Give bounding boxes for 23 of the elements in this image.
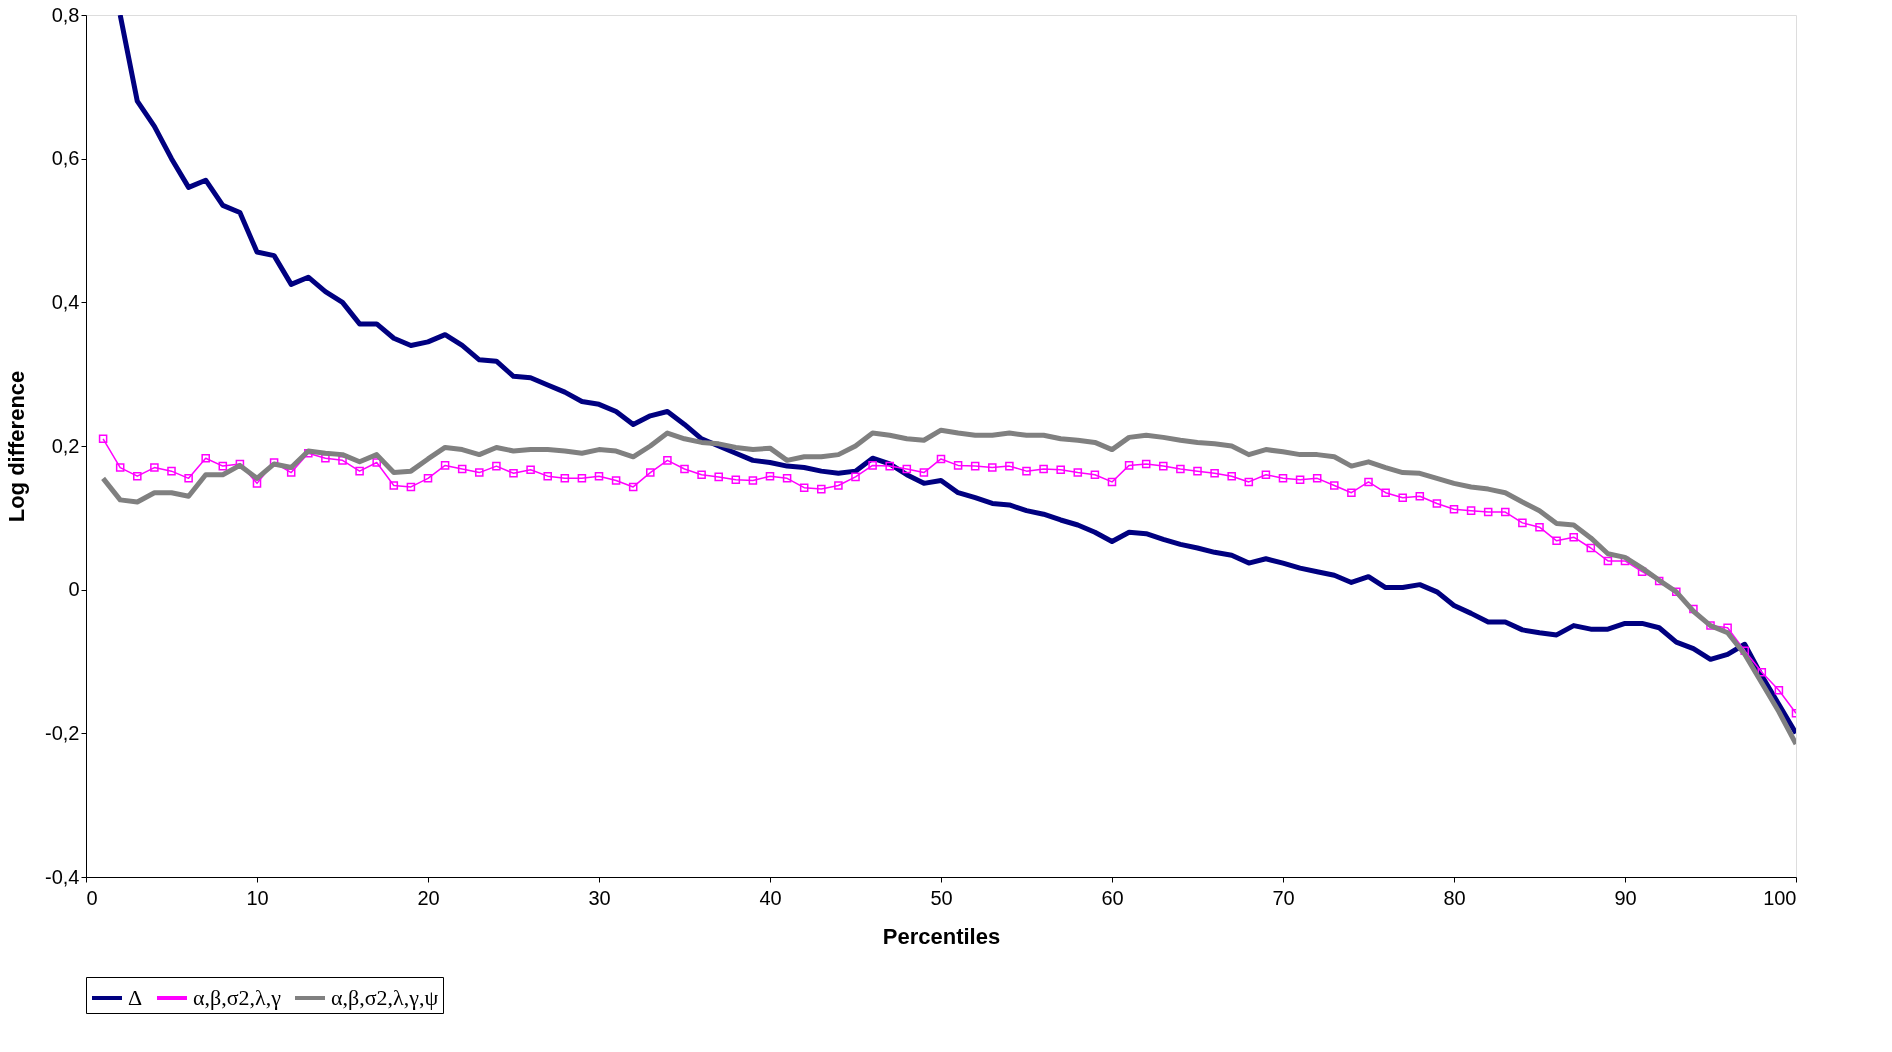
y-tick-label: 0,6 [51, 147, 80, 170]
y-tick-label: 0,4 [51, 290, 80, 313]
y-tick-label: -0,2 [45, 721, 80, 744]
x-tick-label: 60 [1101, 886, 1124, 909]
legend-label: α,β,σ2,λ,γ,ψ [331, 985, 439, 1010]
x-tick-label: 100 [1763, 886, 1797, 909]
x-tick-label: 0 [86, 886, 98, 909]
legend-label: Δ [128, 985, 143, 1010]
x-tick-label: 40 [759, 886, 782, 909]
y-tick-label: -0,4 [45, 865, 80, 888]
y-tick-label: 0 [68, 578, 80, 601]
y-tick-label: 0,2 [51, 434, 80, 457]
y-tick-label: 0,8 [51, 3, 80, 26]
x-tick-label: 70 [1272, 886, 1295, 909]
y-axis-title: Log difference [4, 370, 30, 523]
x-tick-label: 10 [246, 886, 269, 909]
x-tick-label: 30 [588, 886, 611, 909]
x-tick-label: 90 [1614, 886, 1637, 909]
x-axis-title: Percentiles [882, 923, 1001, 949]
x-tick-label: 80 [1443, 886, 1466, 909]
legend-label: α,β,σ2,λ,γ [193, 985, 282, 1010]
x-tick-label: 20 [417, 886, 440, 909]
x-tick-label: 50 [930, 886, 953, 909]
